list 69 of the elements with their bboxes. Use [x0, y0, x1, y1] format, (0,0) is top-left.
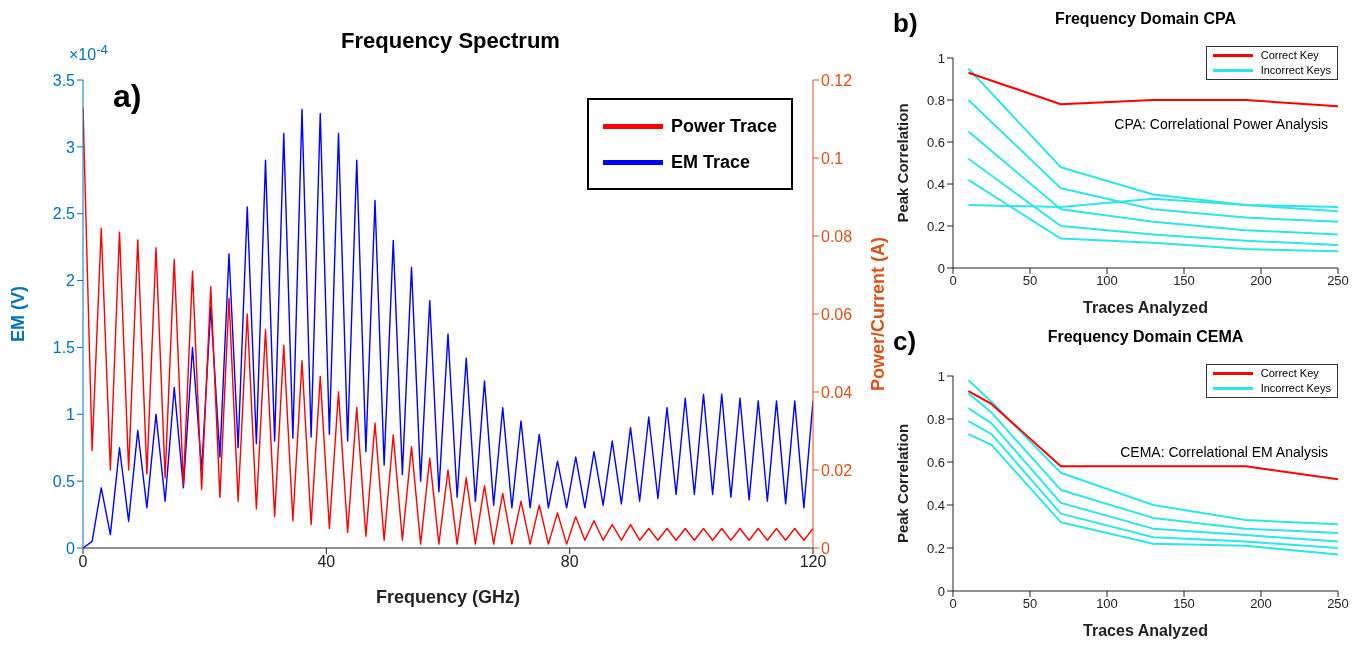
y-tick-label: 0.5 — [52, 472, 76, 490]
x-tick-label: 80 — [560, 553, 579, 571]
y-tick-label: 1 — [937, 368, 945, 384]
chart-title: Frequency Domain CEMA — [1046, 328, 1245, 346]
y-tick-label: 0 — [937, 260, 945, 276]
y2-axis-title: Power/Current (A) — [868, 236, 889, 392]
y-tick-label: 0 — [66, 539, 76, 557]
annotation: a) — [113, 78, 142, 115]
x-tick-label: 50 — [1022, 273, 1038, 289]
y-tick-label: 0.8 — [926, 411, 945, 427]
y-tick-label: 2 — [66, 272, 76, 290]
chart-title: Frequency Spectrum — [341, 28, 560, 53]
x-axis-title: Traces Analyzed — [1083, 622, 1208, 639]
x-tick-label: 120 — [799, 553, 827, 571]
legend-label: Incorrect Keys — [1260, 63, 1331, 78]
x-tick-label: 0 — [949, 596, 957, 612]
x-tick-label: 50 — [1022, 596, 1038, 612]
y2-tick-label: 0.1 — [821, 149, 844, 167]
y-axis-title: Peak Correlation — [894, 423, 912, 544]
x-tick-label: 100 — [1096, 273, 1118, 289]
line-series — [967, 130, 1338, 236]
y-tick-label: 0.8 — [926, 92, 945, 108]
text: b) — [893, 8, 918, 39]
text: ×10$^{-4}$ — [69, 42, 108, 65]
y-tick-label: 3 — [66, 138, 76, 156]
y-tick-label: 2.5 — [52, 205, 76, 223]
legend-label: Correct Key — [1260, 366, 1319, 381]
y-tick-label: 3.5 — [52, 71, 76, 89]
annotation: CPA: Correlational Power Analysis — [1114, 116, 1328, 132]
y2-tick-label: 0.04 — [821, 383, 853, 401]
y-tick-label: 1 — [66, 405, 76, 423]
line-series — [967, 99, 1338, 223]
x-tick-label: 0 — [78, 553, 88, 571]
x-tick-label: 150 — [1173, 596, 1195, 612]
x-tick-label: 250 — [1327, 596, 1349, 612]
y2-tick-label: 0.08 — [821, 227, 853, 245]
legend-label: Power Trace — [670, 115, 777, 138]
x-axis-title: Frequency (GHz) — [375, 587, 521, 607]
y-tick-label: 0 — [937, 583, 945, 599]
line-series — [967, 157, 1338, 246]
y2-tick-label: 0.12 — [821, 71, 853, 89]
y-tick-label: 0.4 — [926, 497, 945, 513]
y-tick-label: 0.2 — [926, 218, 945, 234]
x-axis-title: Traces Analyzed — [1083, 299, 1208, 316]
y2-tick-label: 0.02 — [821, 461, 853, 479]
y-tick-label: 0.6 — [926, 454, 945, 470]
y-tick-label: 0.2 — [926, 540, 945, 556]
line-series — [967, 178, 1338, 253]
x-tick-label: 0 — [949, 273, 957, 289]
legend-label: EM Trace — [670, 151, 750, 174]
x-tick-label: 200 — [1250, 596, 1272, 612]
y-tick-label: 1 — [937, 50, 945, 66]
x-tick-label: 250 — [1327, 273, 1349, 289]
x-tick-label: 100 — [1096, 596, 1118, 612]
y-tick-label: 0.4 — [926, 176, 945, 192]
y2-tick-label: 0.06 — [821, 305, 853, 323]
x-tick-label: 150 — [1173, 273, 1195, 289]
x-tick-label: 200 — [1250, 273, 1272, 289]
y-tick-label: 0.6 — [926, 134, 945, 150]
x-tick-label: 40 — [317, 553, 336, 571]
chart-title: Frequency Domain CPA — [1053, 10, 1238, 28]
y-axis-title: Peak Correlation — [894, 103, 912, 223]
legend-label: Incorrect Keys — [1260, 381, 1331, 396]
annotation: CEMA: Correlational EM Analysis — [1120, 444, 1328, 460]
text: c) — [893, 326, 917, 357]
y-axis-title: EM (V) — [8, 286, 29, 342]
y-tick-label: 1.5 — [52, 339, 76, 357]
legend-label: Correct Key — [1260, 48, 1319, 63]
line-series — [967, 67, 1338, 213]
